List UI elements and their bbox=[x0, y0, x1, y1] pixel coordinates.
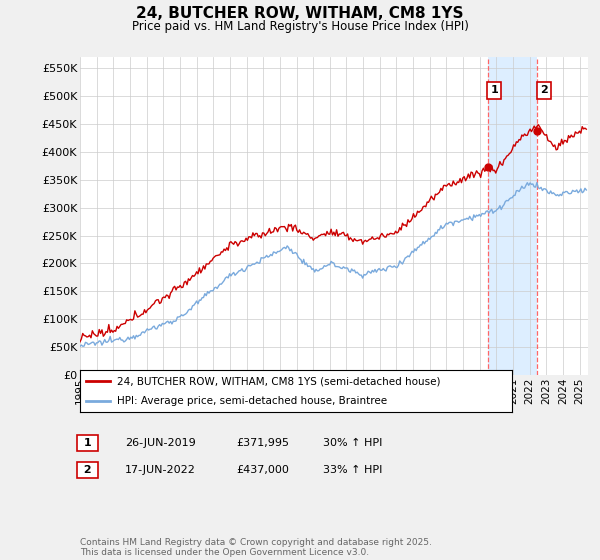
Text: 1: 1 bbox=[490, 85, 498, 95]
Text: Price paid vs. HM Land Registry's House Price Index (HPI): Price paid vs. HM Land Registry's House … bbox=[131, 20, 469, 32]
Text: 24, BUTCHER ROW, WITHAM, CM8 1YS (semi-detached house): 24, BUTCHER ROW, WITHAM, CM8 1YS (semi-d… bbox=[117, 376, 440, 386]
Text: 1: 1 bbox=[80, 438, 95, 448]
Text: 33% ↑ HPI: 33% ↑ HPI bbox=[323, 465, 382, 475]
Text: 30% ↑ HPI: 30% ↑ HPI bbox=[323, 438, 382, 448]
Text: £437,000: £437,000 bbox=[236, 465, 289, 475]
Text: 26-JUN-2019: 26-JUN-2019 bbox=[125, 438, 196, 448]
Text: 2: 2 bbox=[540, 85, 548, 95]
Text: 24, BUTCHER ROW, WITHAM, CM8 1YS: 24, BUTCHER ROW, WITHAM, CM8 1YS bbox=[136, 6, 464, 21]
Text: £371,995: £371,995 bbox=[236, 438, 289, 448]
Text: 17-JUN-2022: 17-JUN-2022 bbox=[125, 465, 196, 475]
Text: 2: 2 bbox=[80, 465, 95, 475]
Text: Contains HM Land Registry data © Crown copyright and database right 2025.
This d: Contains HM Land Registry data © Crown c… bbox=[80, 538, 432, 557]
Text: HPI: Average price, semi-detached house, Braintree: HPI: Average price, semi-detached house,… bbox=[117, 396, 387, 405]
Bar bbox=[488, 57, 538, 375]
